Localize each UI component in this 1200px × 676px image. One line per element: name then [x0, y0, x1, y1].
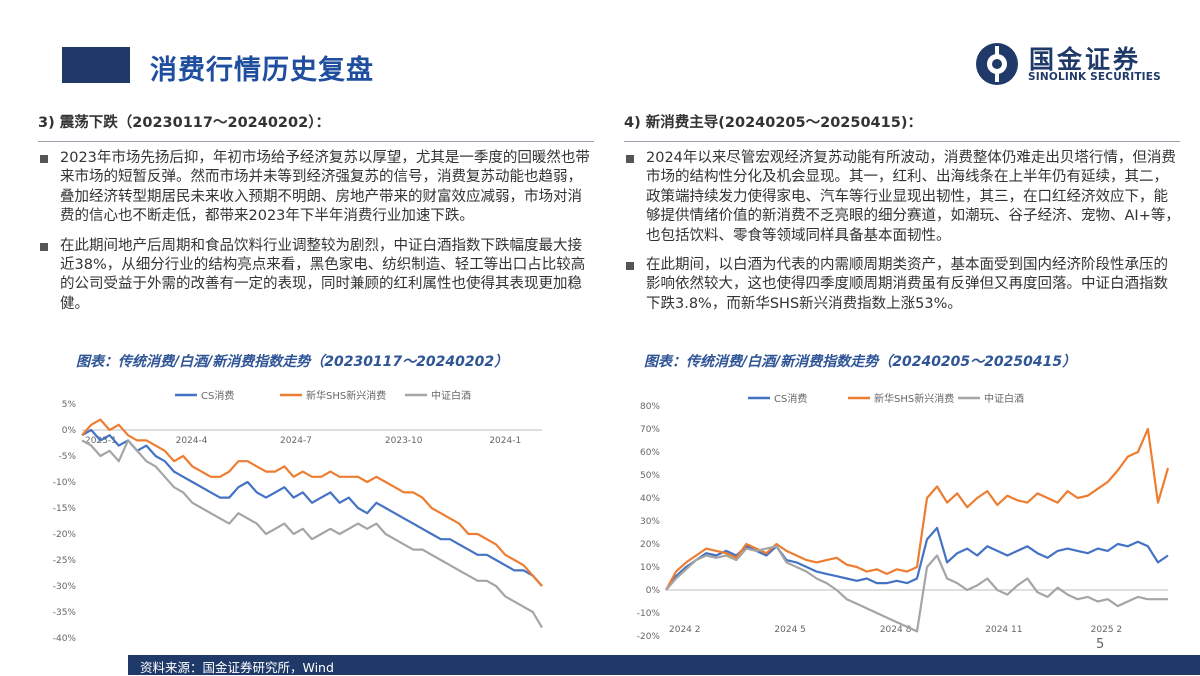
right-section-heading: 4) 新消费主导(20240205～20250415)： [624, 115, 922, 131]
y-tick-label: 80% [640, 402, 660, 412]
y-tick-label: 40% [640, 494, 660, 504]
left-bullet-2: 在此期间地产后周期和食品饮料行业调整较为剧烈，中证白酒指数下跌幅度最大接近38%… [38, 237, 594, 315]
y-tick-label: -10% [53, 478, 77, 488]
left-section-heading: 3) 震荡下跌（20230117～20240202）： [38, 115, 330, 131]
series-line [81, 439, 543, 629]
right-bullet-2: 在此期间，以白酒为代表的内需顺周期类资产，基本面受到国内经济阶段性承压的影响依然… [624, 256, 1180, 314]
logo-cn-text: 国金证券 [1029, 45, 1142, 74]
y-tick-label: -10% [637, 609, 661, 619]
y-tick-label: -35% [53, 608, 77, 618]
x-tick-label: 2024-7 [280, 436, 312, 446]
legend-label: 中证白酒 [431, 389, 471, 402]
y-tick-label: 5% [62, 400, 77, 410]
y-tick-label: 20% [640, 540, 660, 550]
series-line [665, 526, 1169, 591]
y-tick-label: -5% [58, 452, 76, 462]
legend-label: 新华SHS新兴消费 [306, 389, 386, 402]
legend-label: 中证白酒 [984, 392, 1024, 405]
right-bullet-1: 2024年以来尽管宏观经济复苏动能有所波动，消费整体仍难走出贝塔行情，但消费市场… [624, 149, 1180, 246]
series-line [665, 545, 1168, 633]
y-tick-label: 60% [640, 448, 660, 458]
y-tick-label: -15% [53, 504, 77, 514]
series-line [665, 427, 1170, 591]
page-number: 5 [1096, 637, 1105, 652]
left-divider [38, 141, 594, 142]
y-tick-label: -40% [53, 634, 77, 644]
legend-label: CS消费 [201, 389, 234, 402]
y-tick-label: 0% [62, 426, 77, 436]
y-tick-label: 10% [640, 563, 660, 573]
company-logo: 国金证券 SINOLINK SECURITIES [975, 42, 1175, 86]
x-tick-label: 2024-4 [176, 436, 208, 446]
left-bullet-1: 2023年市场先扬后抑，年初市场给予经济复苏以厚望，尤其是一季度的回暖然也带来市… [38, 149, 594, 227]
series-line [81, 428, 543, 587]
y-tick-label: 0% [646, 586, 661, 596]
left-figure-title: 图表：传统消费/白酒/新消费指数走势（20230117～20240202） [76, 354, 509, 370]
y-tick-label: 70% [640, 425, 660, 435]
series-line [81, 418, 543, 587]
y-tick-label: -25% [53, 556, 77, 566]
legend-label: CS消费 [774, 392, 807, 405]
y-tick-label: -20% [637, 632, 661, 642]
logo-mark-icon [976, 43, 1018, 85]
right-column: 4) 新消费主导(20240205～20250415)： 2024年以来尽管宏观… [624, 112, 1180, 324]
legend-label: 新华SHS新兴消费 [874, 392, 954, 405]
x-tick-label: 2025 2 [1091, 625, 1123, 635]
right-divider [624, 141, 1180, 142]
left-line-chart: CS消费 新华SHS新兴消费 中证白酒 5% 0% -5% -10% -15% -20% -25%… [53, 389, 543, 644]
right-line-chart: CS消费 新华SHS新兴消费 中证白酒 80% 70% 60% 50% 40% 30% 20% 10… [637, 392, 1170, 642]
x-tick-label: 2024-1 [489, 436, 521, 446]
x-tick-label: 2024 8 [880, 625, 912, 635]
x-tick-label: 2024 11 [985, 625, 1022, 635]
right-figure-title: 图表：传统消费/白酒/新消费指数走势（20240205～20250415） [644, 354, 1077, 370]
footer-source: 资料来源：国金证券研究所，Wind [140, 660, 334, 675]
title-accent-bar [62, 47, 130, 83]
x-tick-label: 2024 5 [774, 625, 806, 635]
x-tick-label: 2024 2 [669, 625, 701, 635]
page-title: 消费行情历史复盘 [150, 55, 374, 86]
left-column: 3) 震荡下跌（20230117～20240202）： 2023年市场先扬后抑，… [38, 112, 594, 324]
logo-en-text: SINOLINK SECURITIES [1028, 71, 1161, 83]
x-tick-label: 2023-10 [385, 436, 423, 446]
footer-bar [128, 655, 1200, 675]
y-tick-label: -30% [53, 582, 77, 592]
y-tick-label: -20% [53, 530, 77, 540]
y-tick-label: 30% [640, 517, 660, 527]
y-tick-label: 50% [640, 471, 660, 481]
